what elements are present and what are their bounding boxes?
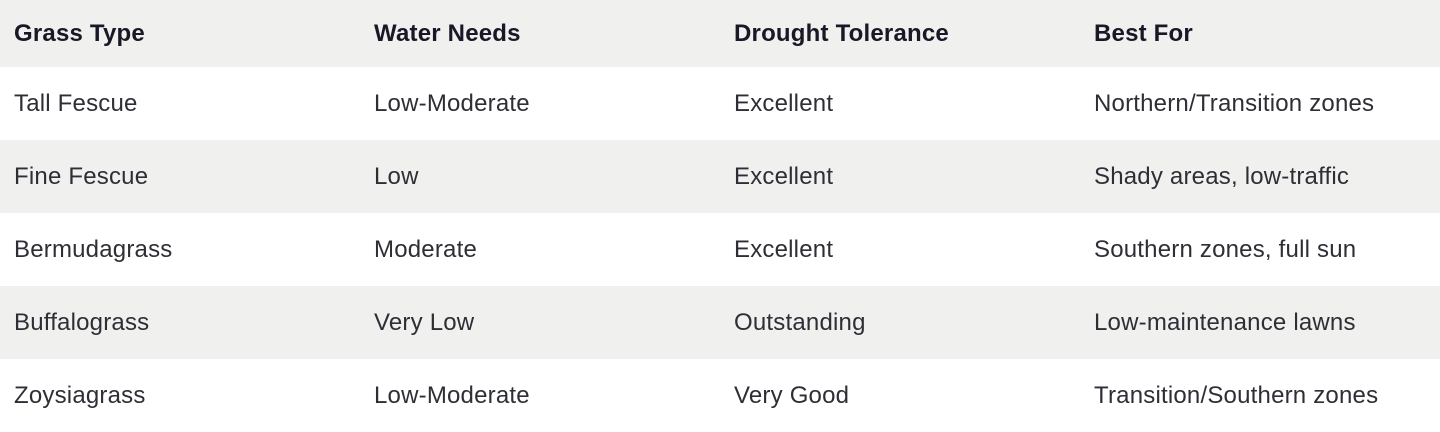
table-cell: Excellent: [720, 140, 1080, 213]
table-cell: Bermudagrass: [0, 213, 360, 286]
column-header-water-needs: Water Needs: [360, 0, 720, 67]
table-row: Buffalograss Very Low Outstanding Low-maint…: [0, 286, 1440, 359]
table-cell: Shady areas, low-traffic: [1080, 140, 1440, 213]
column-header-grass-type: Grass Type: [0, 0, 360, 67]
table-cell: Low-Moderate: [360, 67, 720, 140]
table-cell: Buffalograss: [0, 286, 360, 359]
table-row: Fine Fescue Low Excellent Shady areas, low-…: [0, 140, 1440, 213]
table-cell: Zoysiagrass: [0, 359, 360, 432]
table-cell: Northern/Transition zones: [1080, 67, 1440, 140]
table-cell: Very Low: [360, 286, 720, 359]
table-cell: Moderate: [360, 213, 720, 286]
table-cell: Low-Moderate: [360, 359, 720, 432]
column-header-best-for: Best For: [1080, 0, 1440, 67]
table-cell: Fine Fescue: [0, 140, 360, 213]
table-cell: Transition/Southern zones: [1080, 359, 1440, 432]
table-cell: Outstanding: [720, 286, 1080, 359]
table-cell: Southern zones, full sun: [1080, 213, 1440, 286]
table-header-row: Grass Type Water Needs Drought Tolerance…: [0, 0, 1440, 67]
table-body: Tall Fescue Low-Moderate Excellent Northern…: [0, 67, 1440, 432]
table-cell: Low-maintenance lawns: [1080, 286, 1440, 359]
table-cell: Very Good: [720, 359, 1080, 432]
table-row: Zoysiagrass Low-Moderate Very Good Transiti…: [0, 359, 1440, 432]
table-cell: Excellent: [720, 67, 1080, 140]
table-cell: Excellent: [720, 213, 1080, 286]
table-cell: Low: [360, 140, 720, 213]
table-header: Grass Type Water Needs Drought Tolerance…: [0, 0, 1440, 67]
column-header-drought-tolerance: Drought Tolerance: [720, 0, 1080, 67]
table-cell: Tall Fescue: [0, 67, 360, 140]
table-row: Bermudagrass Moderate Excellent Southern zo…: [0, 213, 1440, 286]
table-row: Tall Fescue Low-Moderate Excellent Northern…: [0, 67, 1440, 140]
